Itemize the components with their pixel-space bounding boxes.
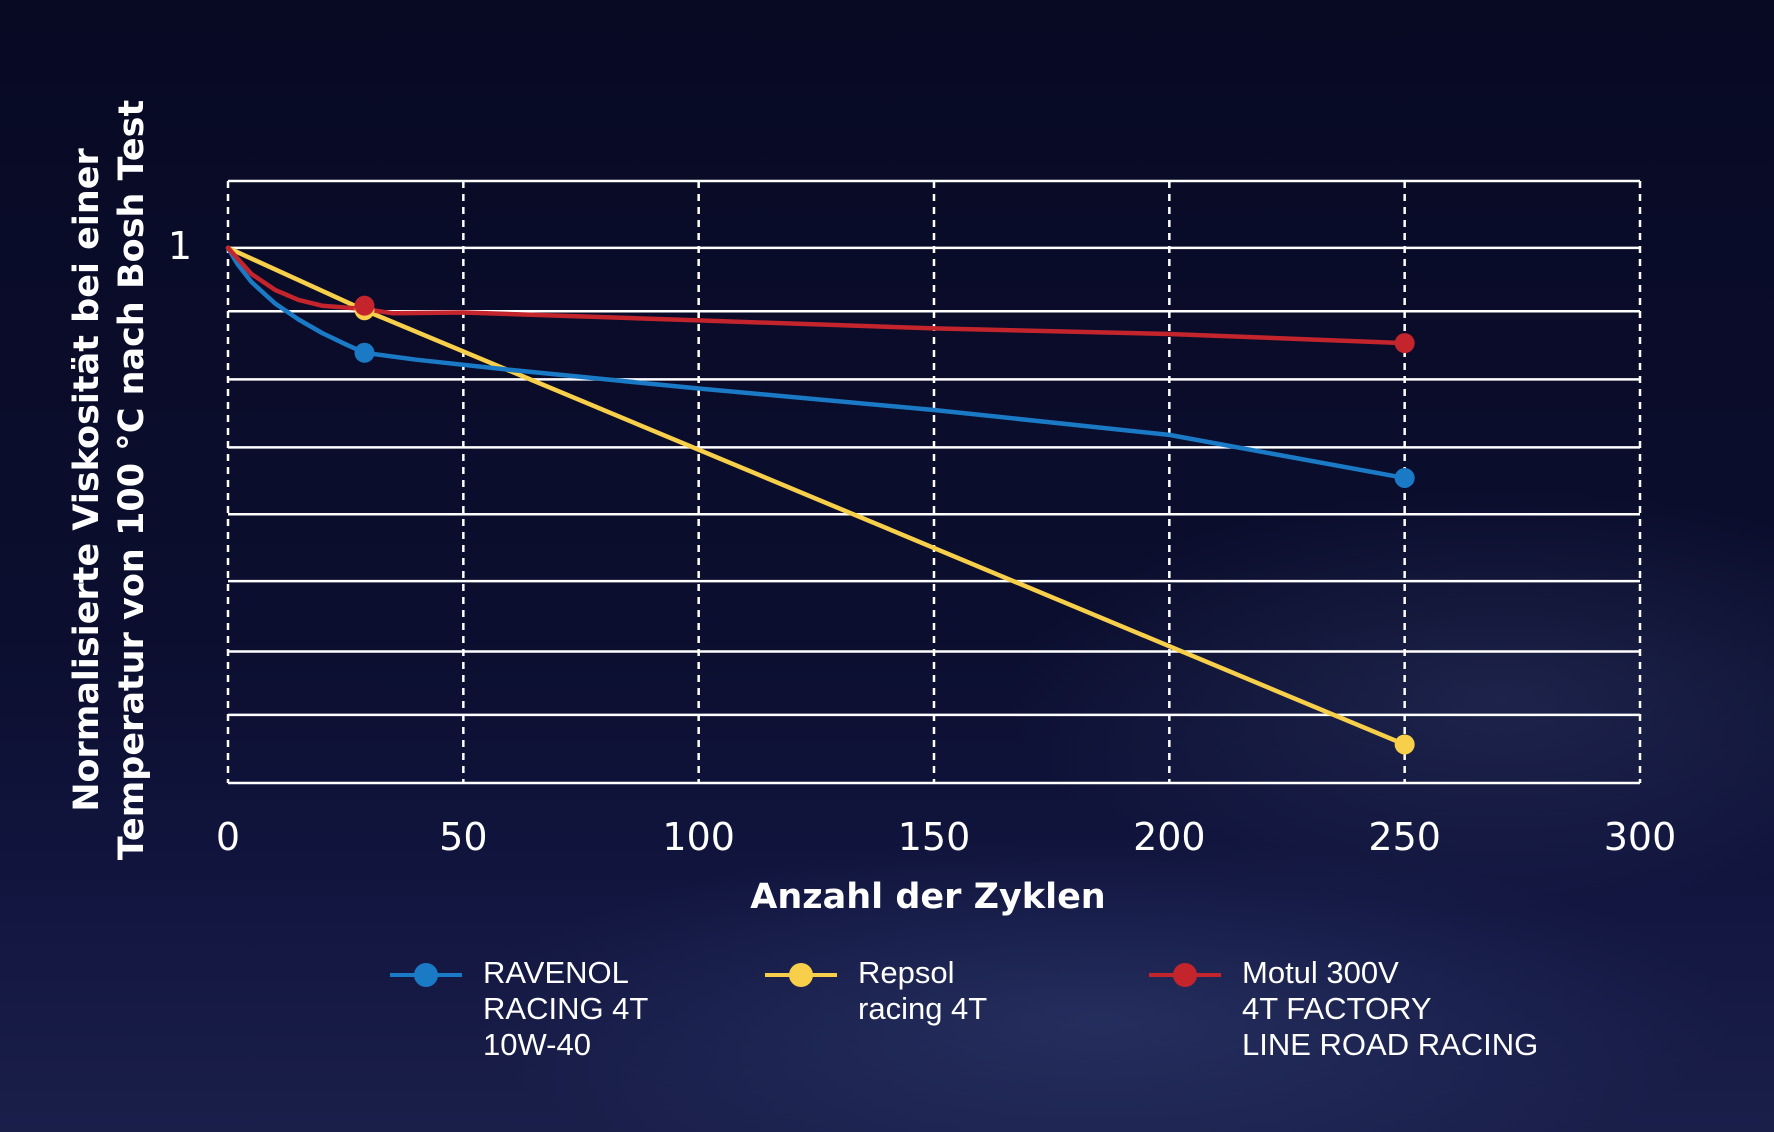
x-tick-label-50: 50 [439, 815, 487, 859]
legend-label-ravenol: RAVENOL RACING 4T 10W-40 [483, 955, 648, 1063]
marker-ravenol-1 [1394, 467, 1415, 488]
x-axis-tick-labels: 0 50 100 150 200 250 300 [216, 815, 1676, 859]
x-tick-label-150: 150 [898, 815, 971, 859]
x-axis-title: Anzahl der Zyklen [750, 877, 1105, 917]
y-axis-title-line-1: Normalisierte Viskosität bei einer [67, 147, 107, 811]
legend-motul-line-3: LINE ROAD RACING [1242, 1027, 1539, 1062]
legend-motul-line-1: Motul 300V [1242, 955, 1399, 990]
x-tick-label-300: 300 [1604, 815, 1677, 859]
series-lines [225, 245, 1407, 747]
marker-ravenol-0 [354, 342, 375, 363]
marker-motul-0 [354, 295, 375, 316]
legend-repsol-line-1: Repsol [858, 955, 955, 990]
series-markers [354, 295, 1415, 755]
series-line-motul [225, 245, 1407, 346]
chart-legend: RAVENOL RACING 4T 10W-40 Repsol racing 4… [0, 955, 1774, 1075]
legend-label-motul: Motul 300V 4T FACTORY LINE ROAD RACING [1242, 955, 1538, 1063]
legend-ravenol-line-1: RAVENOL [483, 955, 629, 990]
legend-swatch-repsol [765, 963, 837, 987]
y-axis-title-line-2: Temperatur von 100 °C nach Bosh Test [112, 100, 152, 860]
x-tick-label-0: 0 [216, 815, 240, 859]
marker-repsol-1 [1394, 734, 1415, 755]
marker-motul-1 [1394, 333, 1415, 354]
legend-repsol-line-2: racing 4T [858, 991, 988, 1026]
y-axis-title: Normalisierte Viskosität bei einer Tempe… [67, 100, 152, 860]
x-tick-label-200: 200 [1133, 815, 1206, 859]
legend-label-repsol: Repsol racing 4T [858, 955, 987, 1027]
legend-motul-line-2: 4T FACTORY [1242, 991, 1432, 1026]
legend-swatch-motul [1149, 963, 1221, 987]
x-tick-label-100: 100 [662, 815, 735, 859]
legend-swatch-ravenol [390, 963, 462, 987]
y-tick-label: 1 [168, 224, 192, 268]
legend-ravenol-line-3: 10W-40 [483, 1027, 591, 1062]
legend-ravenol-line-2: RACING 4T [483, 991, 649, 1026]
series-line-ravenol [225, 245, 1407, 481]
x-tick-label-250: 250 [1368, 815, 1441, 859]
vertical-gridlines [226, 181, 1642, 783]
